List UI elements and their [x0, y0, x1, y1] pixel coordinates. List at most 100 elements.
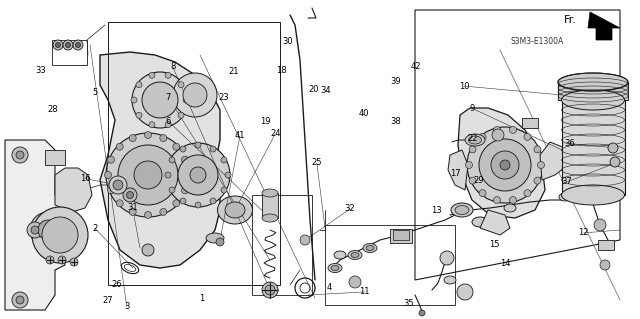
Circle shape [195, 142, 201, 148]
Text: 39: 39 [390, 77, 401, 86]
Text: 33: 33 [35, 66, 45, 75]
Circle shape [149, 122, 155, 128]
Circle shape [169, 187, 175, 193]
Ellipse shape [218, 196, 253, 224]
Circle shape [173, 200, 180, 207]
Text: 23: 23 [219, 93, 229, 102]
Text: 19: 19 [260, 117, 271, 126]
Circle shape [129, 208, 136, 215]
Polygon shape [540, 142, 568, 180]
Circle shape [300, 235, 310, 245]
Text: 28: 28 [48, 105, 58, 114]
Circle shape [534, 177, 541, 184]
Circle shape [63, 40, 73, 50]
Text: 31: 31 [127, 203, 138, 212]
Circle shape [538, 161, 545, 168]
Polygon shape [458, 108, 545, 218]
Ellipse shape [363, 243, 377, 253]
Circle shape [178, 82, 184, 88]
Circle shape [118, 145, 178, 205]
Ellipse shape [472, 217, 488, 227]
Circle shape [457, 284, 473, 300]
Circle shape [142, 82, 178, 118]
Circle shape [493, 197, 500, 204]
Circle shape [104, 172, 111, 179]
Circle shape [262, 282, 278, 298]
Circle shape [132, 72, 188, 128]
Circle shape [56, 42, 61, 48]
Circle shape [608, 143, 618, 153]
Ellipse shape [366, 246, 374, 250]
Circle shape [534, 146, 541, 153]
Circle shape [70, 258, 78, 266]
Circle shape [116, 143, 124, 150]
Circle shape [12, 292, 28, 308]
Ellipse shape [348, 250, 362, 259]
Ellipse shape [504, 204, 516, 212]
Text: 12: 12 [579, 228, 589, 237]
Circle shape [166, 143, 230, 207]
Circle shape [113, 180, 123, 190]
Circle shape [145, 131, 152, 138]
Text: 26: 26 [111, 280, 122, 289]
Polygon shape [562, 100, 625, 195]
Polygon shape [448, 150, 468, 190]
Polygon shape [100, 52, 220, 268]
Ellipse shape [444, 276, 456, 284]
Ellipse shape [558, 73, 628, 91]
Text: 20: 20 [308, 85, 319, 94]
Circle shape [465, 161, 472, 168]
Circle shape [183, 83, 207, 107]
Circle shape [479, 190, 486, 197]
Circle shape [210, 146, 216, 152]
Ellipse shape [561, 185, 625, 205]
Text: 17: 17 [451, 169, 461, 178]
Bar [262, 193, 278, 218]
Text: 4: 4 [327, 283, 332, 292]
Circle shape [524, 190, 531, 197]
Ellipse shape [331, 265, 339, 271]
Text: 38: 38 [390, 117, 401, 126]
Circle shape [173, 143, 180, 150]
Bar [45, 150, 65, 165]
Circle shape [123, 188, 137, 202]
Circle shape [12, 147, 28, 163]
Circle shape [160, 208, 167, 215]
Text: 24: 24 [270, 130, 280, 138]
Circle shape [182, 187, 188, 194]
Text: 32: 32 [345, 204, 355, 213]
Polygon shape [480, 210, 510, 235]
Circle shape [109, 176, 127, 194]
Text: 2: 2 [92, 224, 97, 233]
Text: 5: 5 [92, 88, 97, 97]
Circle shape [106, 133, 190, 217]
Circle shape [610, 157, 620, 167]
Text: 30: 30 [283, 37, 293, 46]
Circle shape [183, 97, 189, 103]
Ellipse shape [455, 205, 469, 214]
Polygon shape [558, 82, 628, 100]
Text: 15: 15 [489, 240, 499, 249]
Circle shape [42, 217, 78, 253]
Circle shape [419, 310, 425, 316]
Circle shape [32, 207, 88, 263]
Circle shape [349, 276, 361, 288]
Circle shape [76, 42, 81, 48]
Circle shape [129, 135, 136, 142]
Ellipse shape [262, 189, 278, 197]
Circle shape [594, 219, 606, 231]
Circle shape [108, 187, 115, 194]
Ellipse shape [465, 134, 485, 146]
Text: 25: 25 [312, 158, 322, 167]
Bar [598, 240, 614, 250]
Circle shape [65, 42, 70, 48]
Circle shape [182, 156, 188, 163]
Circle shape [469, 146, 476, 153]
Text: 27: 27 [102, 296, 113, 305]
Ellipse shape [334, 251, 346, 259]
Circle shape [108, 156, 115, 163]
Circle shape [131, 97, 137, 103]
Ellipse shape [262, 214, 278, 222]
Text: S3M3-E1300A: S3M3-E1300A [511, 37, 564, 46]
Ellipse shape [451, 203, 473, 217]
